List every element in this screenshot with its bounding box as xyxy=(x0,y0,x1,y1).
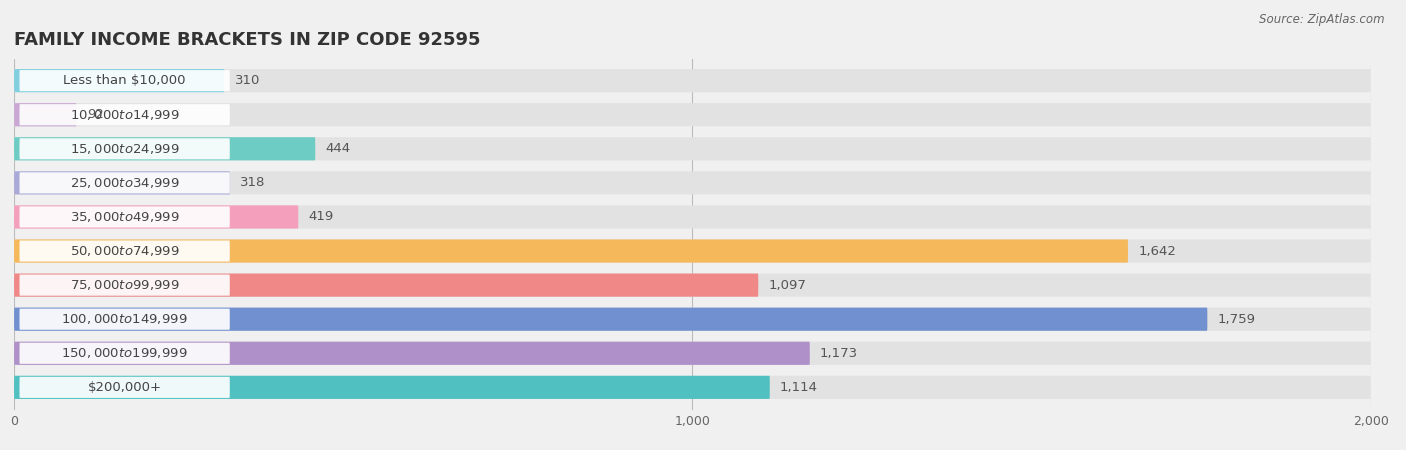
Text: Source: ZipAtlas.com: Source: ZipAtlas.com xyxy=(1260,14,1385,27)
FancyBboxPatch shape xyxy=(20,343,229,364)
Text: 318: 318 xyxy=(240,176,266,189)
FancyBboxPatch shape xyxy=(14,376,1371,399)
Text: $10,000 to $14,999: $10,000 to $14,999 xyxy=(70,108,180,122)
Text: $25,000 to $34,999: $25,000 to $34,999 xyxy=(70,176,180,190)
FancyBboxPatch shape xyxy=(20,274,229,296)
FancyBboxPatch shape xyxy=(20,138,229,159)
FancyBboxPatch shape xyxy=(14,69,225,92)
Text: 92: 92 xyxy=(87,108,104,121)
FancyBboxPatch shape xyxy=(14,308,1208,331)
FancyBboxPatch shape xyxy=(20,70,229,91)
FancyBboxPatch shape xyxy=(14,137,315,160)
Text: 444: 444 xyxy=(325,142,350,155)
FancyBboxPatch shape xyxy=(20,309,229,330)
FancyBboxPatch shape xyxy=(14,308,1371,331)
Text: $100,000 to $149,999: $100,000 to $149,999 xyxy=(62,312,188,326)
FancyBboxPatch shape xyxy=(14,103,1371,126)
Text: Less than $10,000: Less than $10,000 xyxy=(63,74,186,87)
FancyBboxPatch shape xyxy=(20,377,229,398)
FancyBboxPatch shape xyxy=(14,69,1371,92)
FancyBboxPatch shape xyxy=(14,239,1128,263)
FancyBboxPatch shape xyxy=(14,205,1371,229)
Text: $200,000+: $200,000+ xyxy=(87,381,162,394)
Text: 1,642: 1,642 xyxy=(1139,244,1175,257)
Text: $35,000 to $49,999: $35,000 to $49,999 xyxy=(70,210,180,224)
Text: $75,000 to $99,999: $75,000 to $99,999 xyxy=(70,278,180,292)
Text: 1,759: 1,759 xyxy=(1218,313,1256,326)
Text: $50,000 to $74,999: $50,000 to $74,999 xyxy=(70,244,180,258)
FancyBboxPatch shape xyxy=(14,137,1371,160)
FancyBboxPatch shape xyxy=(14,171,1371,194)
FancyBboxPatch shape xyxy=(14,205,298,229)
FancyBboxPatch shape xyxy=(14,342,810,365)
FancyBboxPatch shape xyxy=(14,342,1371,365)
Text: 1,114: 1,114 xyxy=(780,381,818,394)
Text: 1,097: 1,097 xyxy=(769,279,806,292)
FancyBboxPatch shape xyxy=(20,207,229,228)
Text: 310: 310 xyxy=(235,74,260,87)
FancyBboxPatch shape xyxy=(20,240,229,261)
Text: 1,173: 1,173 xyxy=(820,347,858,360)
Text: $15,000 to $24,999: $15,000 to $24,999 xyxy=(70,142,180,156)
FancyBboxPatch shape xyxy=(14,274,758,297)
FancyBboxPatch shape xyxy=(14,103,76,126)
FancyBboxPatch shape xyxy=(14,376,770,399)
Text: $150,000 to $199,999: $150,000 to $199,999 xyxy=(62,346,188,360)
Text: FAMILY INCOME BRACKETS IN ZIP CODE 92595: FAMILY INCOME BRACKETS IN ZIP CODE 92595 xyxy=(14,31,481,49)
FancyBboxPatch shape xyxy=(14,239,1371,263)
FancyBboxPatch shape xyxy=(14,171,229,194)
FancyBboxPatch shape xyxy=(20,104,229,125)
FancyBboxPatch shape xyxy=(20,172,229,194)
Text: 419: 419 xyxy=(308,211,333,224)
FancyBboxPatch shape xyxy=(14,274,1371,297)
